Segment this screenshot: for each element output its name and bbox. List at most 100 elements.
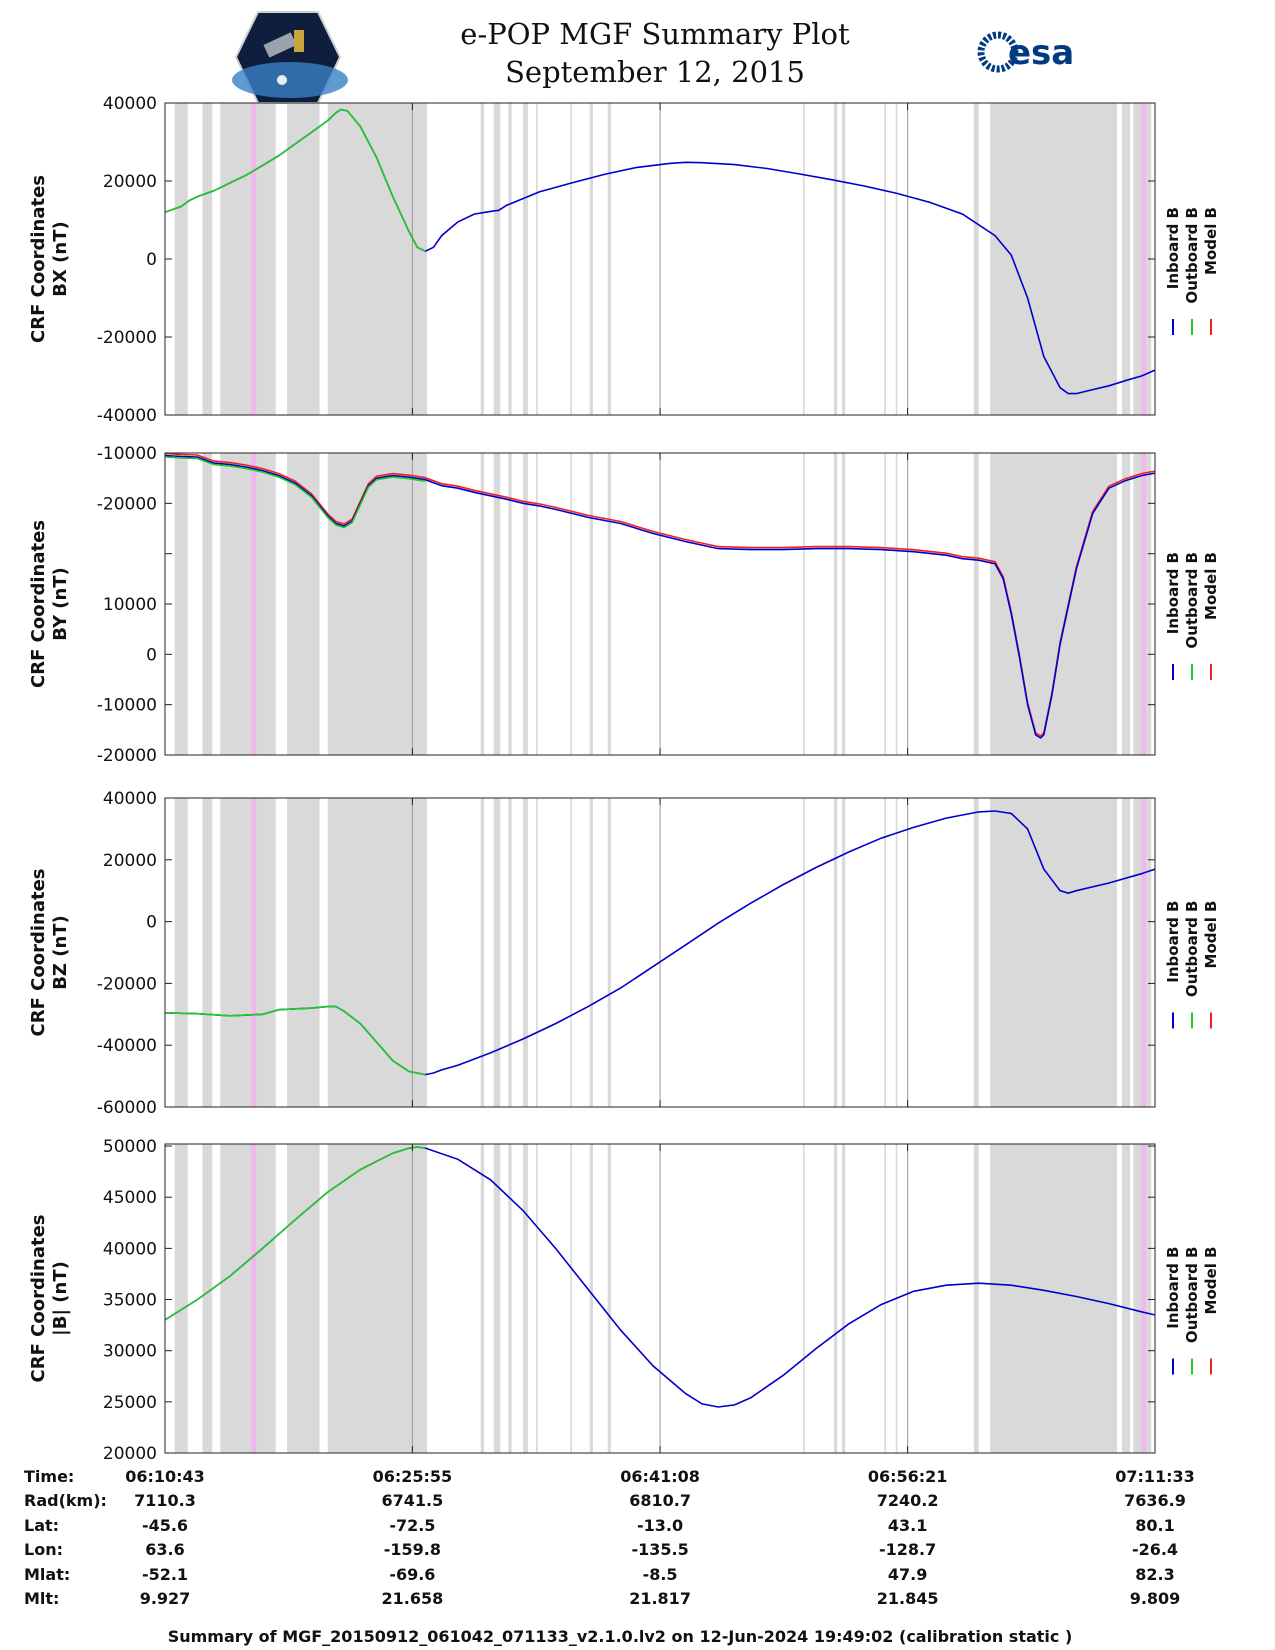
series <box>165 108 1155 395</box>
grey-band <box>523 798 528 1107</box>
grey-band <box>508 798 512 1107</box>
shaded-bands <box>174 103 1152 415</box>
grey-band <box>589 103 594 415</box>
grey-band <box>842 1144 846 1453</box>
grey-band <box>1133 798 1142 1107</box>
outboard-b-line <box>165 1005 426 1076</box>
y-axis-label: BZ (nT) <box>50 915 71 990</box>
grey-band <box>589 1144 594 1453</box>
grey-band <box>220 798 276 1107</box>
grey-band <box>607 103 611 415</box>
grey-band <box>508 453 512 755</box>
table-cell: 06:56:21 <box>868 1467 948 1486</box>
table-cell: 82.3 <box>1135 1565 1174 1584</box>
legend-label: Inboard B <box>1164 1247 1182 1329</box>
y-tick-label: 20000 <box>103 851 157 871</box>
y-tick-label: -20000 <box>97 746 157 766</box>
grey-band <box>508 1144 512 1453</box>
grey-band <box>1146 1144 1152 1453</box>
y-tick-label: -10000 <box>97 444 157 464</box>
grey-band <box>202 453 213 755</box>
grey-band <box>174 453 188 755</box>
y-axis-label: CRF Coordinates <box>28 1215 49 1383</box>
table-cell: -69.6 <box>389 1565 435 1584</box>
y-tick-label: -20000 <box>97 328 157 348</box>
grey-band <box>536 798 538 1107</box>
grey-band <box>1133 453 1142 755</box>
table-cell: -159.8 <box>384 1540 441 1559</box>
table-cell: 7636.9 <box>1124 1491 1186 1510</box>
grey-band <box>973 798 979 1107</box>
grey-band <box>884 1144 886 1453</box>
grey-band <box>802 453 805 755</box>
table-cell: 9.809 <box>1130 1589 1181 1608</box>
y-tick-label: -40000 <box>97 406 157 426</box>
grey-band <box>480 453 484 755</box>
grey-band <box>1133 103 1142 415</box>
grey-band <box>570 798 572 1107</box>
grey-band <box>327 798 428 1107</box>
outboard-b-line <box>165 1146 426 1321</box>
table-cell: 43.1 <box>888 1516 927 1535</box>
plot-date: September 12, 2015 <box>505 55 805 89</box>
grey-band <box>802 1144 805 1453</box>
shaded-bands <box>174 1144 1152 1453</box>
table-row-label: Mlat: <box>24 1565 70 1584</box>
grey-band <box>990 798 1118 1107</box>
table-cell: 47.9 <box>888 1565 927 1584</box>
y-tick-label: 20000 <box>103 172 157 192</box>
y-tick-label: -20000 <box>97 974 157 994</box>
grey-band <box>523 103 528 415</box>
legend-label: Inboard B <box>1164 552 1182 634</box>
y-tick-label: 50000 <box>103 1137 157 1157</box>
y-tick-label: 40000 <box>103 94 157 114</box>
grey-band <box>287 798 320 1107</box>
grey-band <box>802 798 805 1107</box>
grey-band <box>536 1144 538 1453</box>
panel-bmag: 50000 45000 40000 35000 30000 25000 20000 CRF C… <box>28 1137 1220 1464</box>
y-tick-label: 45000 <box>103 1188 157 1208</box>
table-cell: 6810.7 <box>629 1491 691 1510</box>
grey-band <box>174 1144 188 1453</box>
y-axis-label: CRF Coordinates <box>28 520 49 688</box>
grey-band <box>1121 1144 1131 1453</box>
y-tick-label: 10000 <box>103 595 157 615</box>
grey-band <box>287 453 320 755</box>
table-row-label: Lon: <box>24 1540 63 1559</box>
y-tick-label: 30000 <box>103 1342 157 1362</box>
table-cell: -135.5 <box>631 1540 688 1559</box>
legend-label: Outboard B <box>1183 1247 1201 1344</box>
outboard-b-line <box>165 456 426 529</box>
legend-label: Outboard B <box>1183 207 1201 304</box>
table-row-label: Time: <box>24 1467 74 1486</box>
magenta-band <box>1141 798 1147 1107</box>
grey-band <box>480 1144 484 1453</box>
grey-band <box>842 103 846 415</box>
panel-by: -10000 -20000 10000 0 -10000 -20000 CRF Coordi… <box>28 444 1220 766</box>
table-row-label: Mlt: <box>24 1589 59 1608</box>
y-axis-label: BX (nT) <box>50 221 71 296</box>
legend-label: Inboard B <box>1164 901 1182 983</box>
grey-band <box>895 103 898 415</box>
ephemeris-table: Time: Rad(km): Lat: Lon: Mlat: Mlt: 06:10:43 71… <box>24 1467 1195 1608</box>
table-cell: 7110.3 <box>134 1491 196 1510</box>
panels: 40000 20000 0 -20000 -40000 CRF Coordinates BX… <box>28 94 1220 1464</box>
grey-band <box>833 1144 838 1453</box>
legend-label: Outboard B <box>1183 552 1201 649</box>
y-tick-label: 0 <box>146 913 157 933</box>
legend: Inboard B Outboard B Model B <box>1164 1247 1220 1375</box>
y-tick-label: 35000 <box>103 1291 157 1311</box>
legend-label: Model B <box>1202 552 1220 620</box>
grey-band <box>327 1144 428 1453</box>
grey-band <box>1133 1144 1142 1453</box>
grey-band <box>895 798 898 1107</box>
series <box>165 1146 1155 1408</box>
legend-label: Inboard B <box>1164 207 1182 289</box>
table-cell: 21.817 <box>629 1589 691 1608</box>
grey-band <box>480 798 484 1107</box>
grey-band <box>607 453 611 755</box>
table-cell: 06:25:55 <box>373 1467 453 1486</box>
table-cell: 6741.5 <box>382 1491 444 1510</box>
table-cell: 80.1 <box>1135 1516 1174 1535</box>
table-cell: -8.5 <box>643 1565 678 1584</box>
